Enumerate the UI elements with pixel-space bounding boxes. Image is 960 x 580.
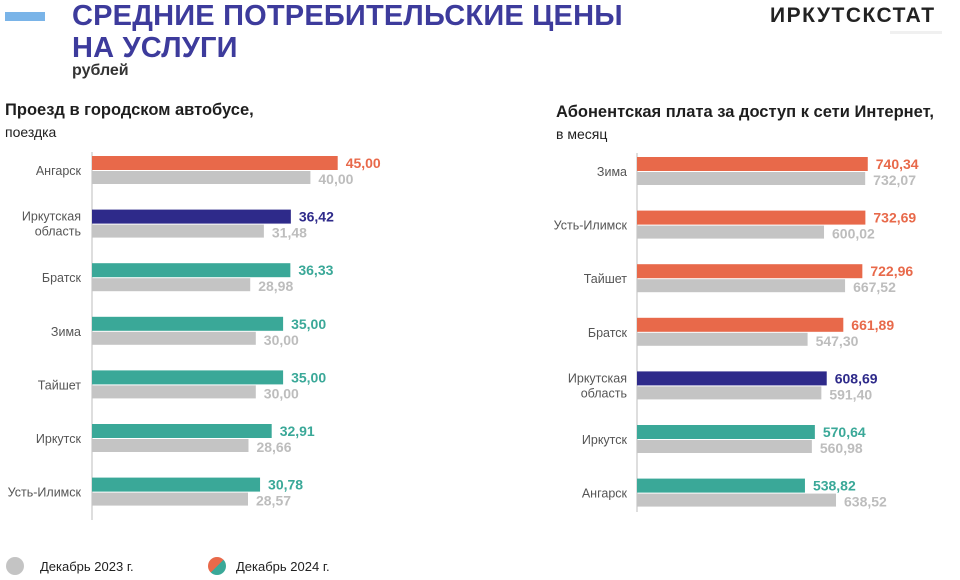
right-chart-title: Абонентская плата за доступ к сети Интер… <box>556 103 935 121</box>
right-value-label-2024: 740,34 <box>876 156 919 172</box>
left-category-label: Зима <box>51 325 81 339</box>
left-category-label: Братск <box>42 271 82 285</box>
right-bar-2023 <box>637 172 866 185</box>
left-category-label: Иркутск <box>36 432 82 446</box>
right-bar-2023 <box>637 386 822 400</box>
left-value-label-2023: 31,48 <box>272 225 307 241</box>
right-value-label-2023: 547,30 <box>816 333 859 349</box>
left-chart-unit: поездка <box>5 124 57 140</box>
left-value-label-2024: 36,42 <box>299 209 334 225</box>
right-bar-2024 <box>637 264 863 279</box>
right-bar-2023 <box>637 440 812 453</box>
left-category-label: область <box>35 225 81 239</box>
right-value-label-2024: 732,69 <box>873 210 916 226</box>
left-bar-2023 <box>92 439 249 452</box>
left-bar-2024 <box>92 209 291 224</box>
left-bar-2024 <box>92 263 291 278</box>
right-category-label: Иркутск <box>582 433 628 447</box>
left-value-label-2024: 36,33 <box>298 262 333 278</box>
right-value-label-2023: 732,07 <box>873 172 916 188</box>
left-bar-2023 <box>92 278 251 292</box>
right-value-label-2023: 591,40 <box>829 386 872 402</box>
right-value-label-2024: 570,64 <box>823 424 866 440</box>
left-category-label: Тайшет <box>38 378 82 392</box>
right-value-label-2023: 600,02 <box>832 226 875 242</box>
legend-item-2023: Декабрь 2023 г. <box>6 557 134 575</box>
left-bar-2023 <box>92 224 264 238</box>
left-category-label: Усть-Илимск <box>8 486 82 500</box>
legend-swatch-2024 <box>208 557 226 575</box>
right-bar-2024 <box>637 157 868 171</box>
right-bar-2024 <box>637 371 827 386</box>
page-title: СРЕДНИЕ ПОТРЕБИТЕЛЬСКИЕ ЦЕНЫ НА УСЛУГИ <box>72 0 623 64</box>
left-value-label-2024: 35,00 <box>291 316 326 332</box>
left-value-label-2023: 28,57 <box>256 493 291 509</box>
left-bar-2023 <box>92 385 256 399</box>
right-bar-2023 <box>637 225 825 239</box>
legend-label-2024: Декабрь 2024 г. <box>236 558 330 574</box>
logo-underline <box>890 31 942 34</box>
right-category-label: Зима <box>597 165 627 179</box>
left-value-label-2024: 35,00 <box>291 369 326 385</box>
page-subtitle: рублей <box>72 62 129 79</box>
left-bar-2023 <box>92 492 248 506</box>
right-value-label-2024: 722,96 <box>870 263 913 279</box>
legend-swatch-2023 <box>6 557 24 575</box>
left-value-label-2023: 28,66 <box>256 439 291 455</box>
right-bar-2023 <box>637 332 808 346</box>
left-value-label-2024: 30,78 <box>268 477 303 493</box>
page-title-line1: СРЕДНИЕ ПОТРЕБИТЕЛЬСКИЕ ЦЕНЫ <box>72 0 623 32</box>
left-chart-title: Проезд в городском автобусе, <box>5 101 254 119</box>
left-category-label: Ангарск <box>36 164 82 178</box>
right-category-label: Тайшет <box>584 272 628 286</box>
legend-label-2023: Декабрь 2023 г. <box>40 558 134 574</box>
right-bar-2024 <box>637 317 844 332</box>
right-category-label: Иркутская <box>568 371 627 385</box>
left-value-label-2023: 30,00 <box>264 332 299 348</box>
right-bar-2023 <box>637 279 846 293</box>
right-value-label-2023: 638,52 <box>844 494 887 510</box>
right-bar-2024 <box>637 210 866 225</box>
right-value-label-2024: 661,89 <box>851 317 894 333</box>
left-bar-2024 <box>92 156 338 170</box>
irkutskstat-logo: ИРКУТСКСТАТ <box>770 4 936 27</box>
header-accent-bar <box>5 12 45 21</box>
left-value-label-2024: 32,91 <box>280 423 315 439</box>
right-category-label: Ангарск <box>582 487 628 501</box>
right-bar-2024 <box>637 425 815 439</box>
left-category-label: Иркутская <box>22 210 81 224</box>
left-value-label-2023: 40,00 <box>318 171 353 187</box>
right-value-label-2023: 560,98 <box>820 440 863 456</box>
right-category-label: Усть-Илимск <box>554 219 628 233</box>
left-value-label-2023: 28,98 <box>258 278 293 294</box>
left-bar-2024 <box>92 424 272 438</box>
right-bar-2023 <box>637 493 837 507</box>
right-value-label-2023: 667,52 <box>853 279 896 295</box>
legend-item-2024: Декабрь 2024 г. <box>208 557 330 575</box>
right-chart-unit: в месяц <box>556 126 608 142</box>
left-bar-2024 <box>92 316 284 331</box>
left-bar-2024 <box>92 370 284 385</box>
right-category-label: область <box>581 386 627 400</box>
left-bar-2024 <box>92 477 261 492</box>
left-bar-2023 <box>92 331 256 345</box>
right-value-label-2024: 538,82 <box>813 478 856 494</box>
left-bar-2023 <box>92 171 311 184</box>
left-value-label-2024: 45,00 <box>346 155 381 171</box>
left-value-label-2023: 30,00 <box>264 385 299 401</box>
right-bar-2024 <box>637 478 805 493</box>
right-value-label-2024: 608,69 <box>835 370 878 386</box>
right-category-label: Братск <box>588 326 628 340</box>
page-title-line2: НА УСЛУГИ <box>72 32 238 64</box>
